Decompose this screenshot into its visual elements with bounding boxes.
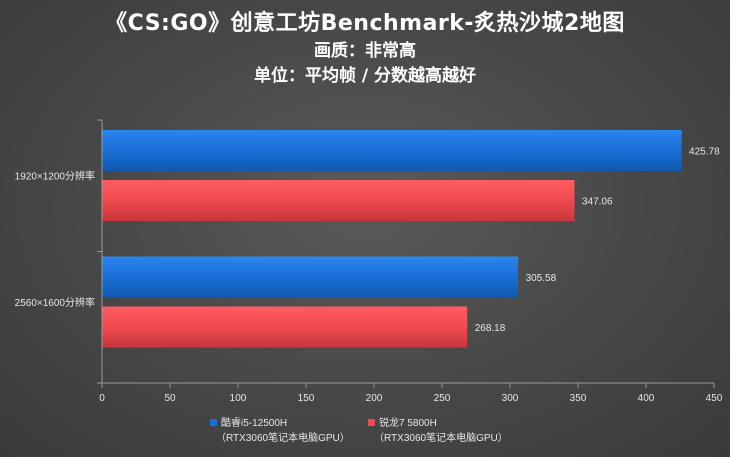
x-tick-label: 0	[99, 393, 105, 404]
chart-subtitle-unit: 单位：平均帧 / 分数越高越好	[253, 66, 477, 86]
x-tick-label: 150	[298, 393, 315, 404]
plot-area: 0 50 100 150 200 250 300 350 400 450 1920×1200分辨率 4…	[15, 119, 723, 404]
x-tick-label: 450	[706, 393, 723, 404]
y-category-label: 1920×1200分辨率	[15, 170, 95, 183]
y-category-label: 2560×1600分辨率	[15, 296, 95, 309]
bar-value-label: 425.78	[689, 147, 720, 158]
bar-series1	[102, 130, 682, 171]
x-tick-label: 50	[164, 393, 176, 404]
bar-value-label: 347.06	[582, 197, 613, 208]
chart-subtitle-quality: 画质：非常高	[314, 41, 416, 61]
chart-title: 《CS:GO》创意工坊Benchmark-炙热沙城2地图	[105, 11, 625, 36]
bar-value-label: 268.18	[475, 323, 506, 334]
x-tick-label: 350	[570, 393, 587, 404]
legend-series-note: （RTX3060笔记本电脑GPU）	[216, 431, 350, 444]
x-tick-label: 250	[434, 393, 451, 404]
legend-swatch	[210, 419, 217, 426]
legend-series-name: 锐龙7 5800H	[379, 416, 437, 429]
x-tick-label: 200	[366, 393, 383, 404]
title-block: 《CS:GO》创意工坊Benchmark-炙热沙城2地图 画质：非常高 单位：平…	[0, 0, 730, 88]
bar-series2	[102, 180, 575, 221]
legend-series-note: （RTX3060笔记本电脑GPU）	[374, 431, 508, 444]
legend: 酷睿i5-12500H （RTX3060笔记本电脑GPU） 锐龙7 5800H （RT…	[210, 416, 508, 444]
x-tick-label: 300	[502, 393, 519, 404]
bar-value-label: 305.58	[526, 273, 557, 284]
bar-series2	[102, 306, 468, 348]
x-tick-label: 400	[638, 393, 655, 404]
x-tick-label: 100	[230, 393, 247, 404]
bar-series1	[102, 256, 519, 298]
legend-series-name: 酷睿i5-12500H	[221, 416, 287, 429]
legend-swatch	[368, 419, 375, 426]
